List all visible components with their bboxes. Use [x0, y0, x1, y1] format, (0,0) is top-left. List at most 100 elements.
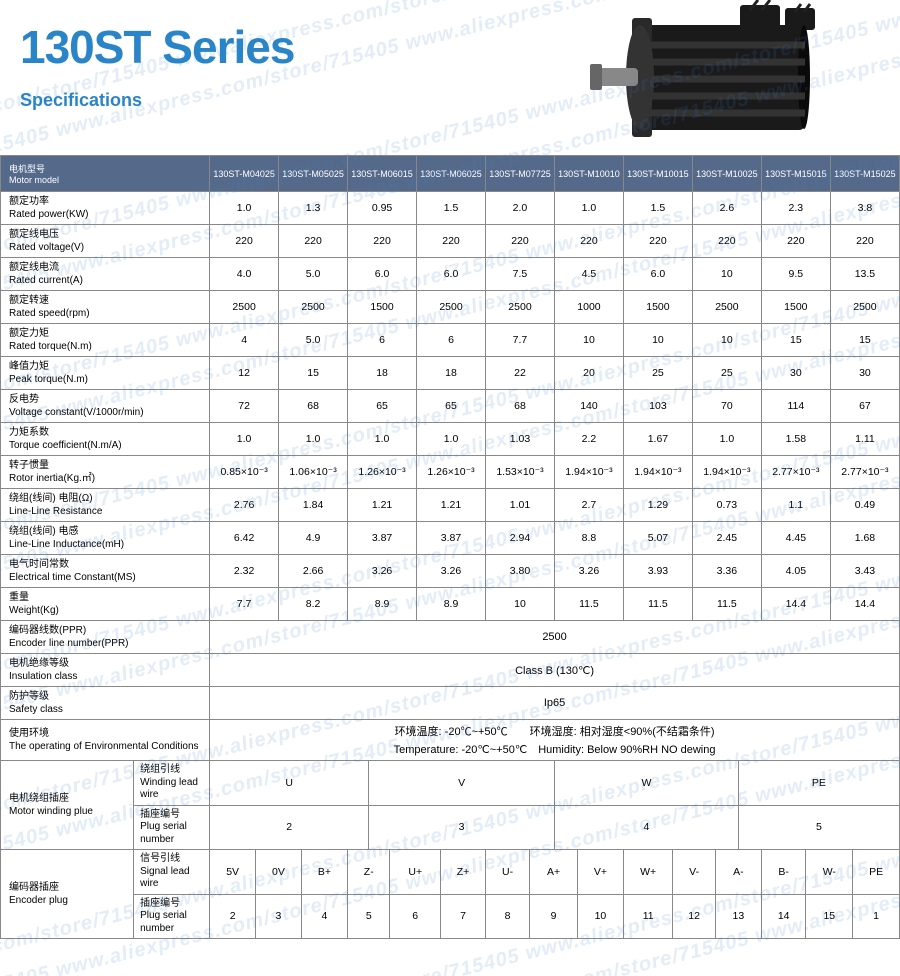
spec-cell: 2.2: [554, 423, 623, 456]
spec-cell: 4.05: [761, 555, 830, 588]
model-header: 130ST-M06015: [348, 156, 417, 192]
encoder-cell: U-: [486, 850, 530, 895]
encoder-cell: 7: [441, 894, 486, 939]
encoder-cell: 5: [348, 894, 390, 939]
winding-cell: W: [554, 761, 738, 806]
encoder-cell: Z-: [348, 850, 390, 895]
env-label: 使用环境The operating of Environmental Condi…: [1, 720, 210, 761]
spec-cell: 1.3: [279, 192, 348, 225]
spec-cell: 1.94×10⁻³: [554, 456, 623, 489]
encoder-cell: 4: [301, 894, 347, 939]
spec-cell: 10: [692, 324, 761, 357]
spec-cell: 5.0: [279, 258, 348, 291]
encoder-cell: A+: [530, 850, 578, 895]
spec-cell: 1.94×10⁻³: [623, 456, 692, 489]
spec-table: 电机型号Motor model130ST-M04025130ST-M050251…: [0, 155, 900, 939]
encoder-cell: V-: [673, 850, 716, 895]
encoder-cell: W+: [623, 850, 672, 895]
encoder-cell: A-: [715, 850, 761, 895]
spec-cell: 2.66: [279, 555, 348, 588]
spec-cell: 3.80: [486, 555, 555, 588]
spec-cell: 2500: [210, 291, 279, 324]
spec-cell: 2500: [486, 291, 555, 324]
spec-cell: 11.5: [692, 588, 761, 621]
spec-cell: 1000: [554, 291, 623, 324]
model-header: 130ST-M15025: [830, 156, 899, 192]
encoder-cell: 8: [486, 894, 530, 939]
encoder-cell: 11: [623, 894, 672, 939]
spec-cell: 3.43: [830, 555, 899, 588]
encoder-cell: 12: [673, 894, 716, 939]
spec-cell: 68: [486, 390, 555, 423]
spec-cell: 1.68: [830, 522, 899, 555]
spec-cell: 3.26: [554, 555, 623, 588]
encoder-cell: W-: [806, 850, 853, 895]
motor-image: [590, 0, 840, 155]
spec-cell: 15: [279, 357, 348, 390]
spec-cell: 4.0: [210, 258, 279, 291]
spec-cell: 65: [348, 390, 417, 423]
spec-cell: 1.84: [279, 489, 348, 522]
spec-cell: 1.21: [417, 489, 486, 522]
spec-cell: 25: [623, 357, 692, 390]
spec-cell: 1.29: [623, 489, 692, 522]
encoder-cell: 2: [210, 894, 256, 939]
spec-cell: 12: [210, 357, 279, 390]
spec-cell: 6.42: [210, 522, 279, 555]
spec-cell: 140: [554, 390, 623, 423]
env-cell: 环境温度: -20℃~+50℃ 环境湿度: 相对湿度<90%(不结霜条件)Tem…: [210, 720, 900, 761]
spec-cell: 5.0: [279, 324, 348, 357]
spec-cell: 68: [279, 390, 348, 423]
encoder-cell: 9: [530, 894, 578, 939]
spec-cell: 14.4: [830, 588, 899, 621]
spec-cell: 4.9: [279, 522, 348, 555]
spec-cell: 1.0: [210, 423, 279, 456]
encoder-cell: 13: [715, 894, 761, 939]
spec-cell: 4.5: [554, 258, 623, 291]
model-header: 130ST-M05025: [279, 156, 348, 192]
spec-cell: 220: [692, 225, 761, 258]
row-label: 额定力矩Rated torque(N.m): [1, 324, 210, 357]
spec-cell: 0.95: [348, 192, 417, 225]
spec-cell: 220: [761, 225, 830, 258]
winding-sublabel: 插座编号Plug serial number: [134, 805, 210, 850]
spec-cell: 8.2: [279, 588, 348, 621]
spec-cell: 11.5: [554, 588, 623, 621]
spec-cell: 2.32: [210, 555, 279, 588]
spec-cell: 1500: [348, 291, 417, 324]
spec-cell: 1.94×10⁻³: [692, 456, 761, 489]
encoder-sublabel: 信号引线Signal lead wire: [134, 850, 210, 895]
spec-cell: 6.0: [623, 258, 692, 291]
spec-cell: 2.0: [486, 192, 555, 225]
spec-cell: 10: [486, 588, 555, 621]
spec-cell: 2.77×10⁻³: [830, 456, 899, 489]
model-header: 130ST-M15015: [761, 156, 830, 192]
spec-cell: 3.93: [623, 555, 692, 588]
spec-cell: 15: [761, 324, 830, 357]
spec-cell: 2.45: [692, 522, 761, 555]
row-label: 编码器线数(PPR)Encoder line number(PPR): [1, 621, 210, 654]
encoder-label: 编码器插座Encoder plug: [1, 850, 134, 939]
spec-cell: 22: [486, 357, 555, 390]
spec-cell: 2.3: [761, 192, 830, 225]
row-label: 电气时间常数Electrical time Constant(MS): [1, 555, 210, 588]
spec-cell: 8.9: [417, 588, 486, 621]
model-header: 130ST-M04025: [210, 156, 279, 192]
encoder-cell: 3: [256, 894, 302, 939]
spec-cell: 9.5: [761, 258, 830, 291]
winding-cell: 3: [369, 805, 555, 850]
winding-sublabel: 绕组引线Winding lead wire: [134, 761, 210, 806]
spec-cell: 1500: [761, 291, 830, 324]
model-header: 130ST-M10025: [692, 156, 761, 192]
winding-cell: 5: [738, 805, 899, 850]
spec-cell: 1.01: [486, 489, 555, 522]
spec-cell: 6: [417, 324, 486, 357]
spec-cell: 6.0: [348, 258, 417, 291]
winding-cell: PE: [738, 761, 899, 806]
spec-cell: 220: [348, 225, 417, 258]
row-label: 力矩系数Torque coefficient(N.m/A): [1, 423, 210, 456]
spec-cell: 1.0: [692, 423, 761, 456]
spec-cell: 1.26×10⁻³: [417, 456, 486, 489]
spec-cell: 3.8: [830, 192, 899, 225]
spec-cell: 2.94: [486, 522, 555, 555]
